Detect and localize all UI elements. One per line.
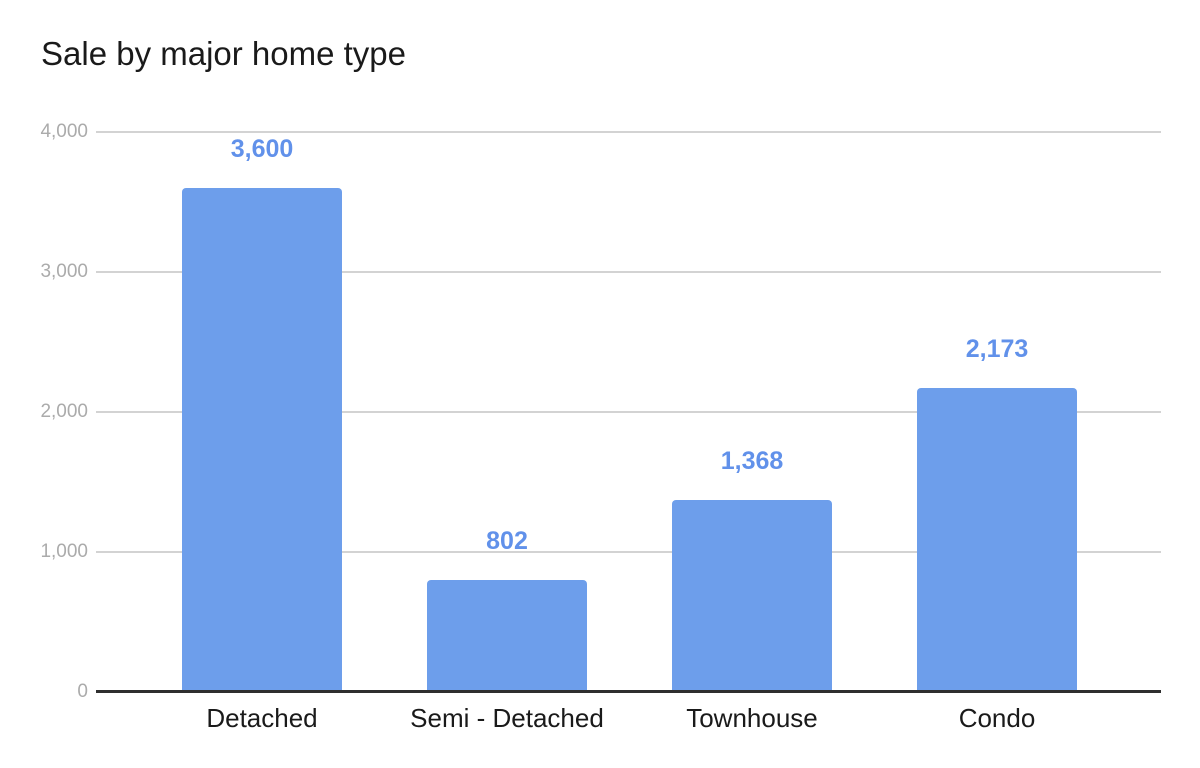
y-axis-tick-label: 4,000 [40, 121, 88, 142]
y-axis-tick-label: 3,000 [40, 261, 88, 282]
chart-title: Sale by major home type [41, 35, 407, 72]
bar-value-label: 2,173 [965, 335, 1029, 363]
x-axis-category-label: Detached [206, 703, 318, 733]
gridline [96, 411, 1161, 413]
x-axis-category-label: Semi - Detached [410, 703, 604, 733]
gridline [96, 271, 1161, 273]
bar-value-label: 3,600 [230, 135, 294, 163]
x-axis-line [96, 690, 1161, 693]
y-axis-tick-label: 2,000 [40, 401, 88, 422]
y-axis-tick-label: 1,000 [40, 541, 88, 562]
bar-townhouse[interactable] [672, 500, 832, 692]
bar-condo[interactable] [917, 388, 1077, 692]
x-axis-category-label: Condo [958, 703, 1036, 733]
bar-semi-detached[interactable] [427, 580, 587, 692]
gridline [96, 131, 1161, 133]
x-axis-category-label: Townhouse [686, 703, 818, 733]
y-axis-tick-label: 0 [77, 681, 88, 702]
bar-value-label: 1,368 [720, 447, 784, 475]
bar-value-label: 802 [486, 527, 528, 555]
bar-detached[interactable] [182, 188, 342, 692]
gridline [96, 551, 1161, 553]
